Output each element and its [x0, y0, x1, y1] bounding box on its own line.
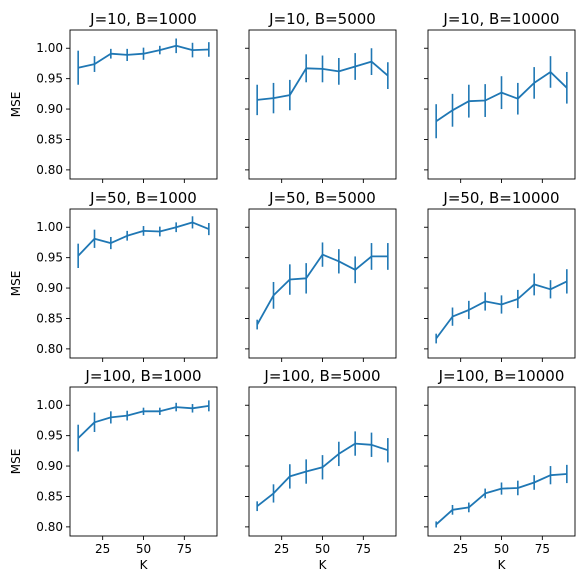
subplot-title: J=100, B=1000 [84, 367, 201, 385]
y-tick-label: 0.80 [36, 163, 63, 177]
series-line [257, 60, 389, 101]
y-tick-label: 0.85 [36, 311, 63, 325]
subplot-3: J=10, B=10000 [424, 10, 576, 183]
x-tick-label: 25 [274, 542, 289, 556]
x-tick-label: 50 [136, 542, 151, 556]
subplot-title: J=50, B=1000 [89, 189, 197, 207]
y-tick-label: 0.85 [36, 489, 63, 503]
plot-area-frame [427, 208, 576, 359]
y-tick-label: 0.85 [36, 132, 63, 146]
y-tick-label: 0.95 [36, 251, 63, 265]
x-axis-label: K [319, 558, 328, 572]
y-axis-label: MSE [9, 92, 23, 118]
subplot-title: J=10, B=10000 [442, 10, 559, 28]
series-line [435, 473, 567, 526]
subplot-title: J=10, B=1000 [89, 10, 197, 28]
y-axis-label: MSE [9, 449, 23, 475]
y-tick-label: 0.80 [36, 342, 63, 356]
y-tick-label: 0.80 [36, 520, 63, 534]
x-tick-label: 25 [95, 542, 110, 556]
plot-area-frame [69, 386, 218, 537]
plot-area-frame [248, 386, 397, 537]
subplot-1: J=10, B=1000 0.80 0.85 0.90 0.95 1.00 MSE [9, 10, 218, 183]
series-line [435, 280, 568, 340]
x-axis-label: K [498, 558, 507, 572]
plot-area-frame [248, 208, 397, 359]
series-line [435, 71, 568, 122]
subplot-6: J=50, B=10000 [424, 189, 576, 362]
x-tick-label: 25 [453, 542, 468, 556]
plot-area-frame [248, 29, 397, 180]
y-axis-label: MSE [9, 271, 23, 297]
series-line [256, 442, 389, 507]
subplot-7: J=100, B=1000 0.80 0.85 0.90 0.95 1.00 25 50 75 M… [9, 367, 218, 572]
y-tick-label: 0.95 [36, 72, 63, 86]
subplot-8: J=100, B=5000 25 50 75 K [245, 367, 397, 572]
x-tick-label: 75 [177, 542, 192, 556]
series-line [256, 253, 388, 326]
series-line [78, 44, 209, 69]
y-tick-label: 1.00 [36, 220, 63, 234]
subplot-2: J=10, B=5000 [245, 10, 397, 183]
x-tick-label: 50 [494, 542, 509, 556]
y-tick-label: 1.00 [36, 398, 63, 412]
plot-area-frame [427, 29, 576, 180]
subplot-4: J=50, B=1000 0.80 0.85 0.90 0.95 1.00 MSE [9, 189, 218, 362]
subplot-title: J=10, B=5000 [268, 10, 376, 28]
subplot-grid: J=10, B=10000.800.850.900.951.00MSEJ=10,… [9, 10, 576, 572]
subplot-title: J=50, B=10000 [442, 189, 559, 207]
plot-area-frame [427, 386, 576, 537]
subplot-title: J=50, B=5000 [268, 189, 376, 207]
series-line [77, 405, 209, 439]
series-line [77, 221, 210, 257]
subplot-9: J=100, B=10000 25 50 75 K [424, 367, 576, 572]
subplot-5: J=50, B=5000 [245, 189, 397, 362]
plot-area-frame [69, 29, 218, 180]
x-tick-label: 75 [535, 542, 550, 556]
x-tick-label: 50 [315, 542, 330, 556]
y-tick-label: 0.90 [36, 102, 63, 116]
y-tick-label: 0.90 [36, 459, 63, 473]
y-tick-label: 0.90 [36, 281, 63, 295]
subplot-title: J=100, B=5000 [263, 367, 380, 385]
x-axis-label: K [140, 558, 149, 572]
plot-area-frame [69, 208, 218, 359]
y-tick-label: 1.00 [36, 41, 63, 55]
subplot-title: J=100, B=10000 [438, 367, 565, 385]
x-tick-label: 75 [356, 542, 371, 556]
y-tick-label: 0.95 [36, 429, 63, 443]
